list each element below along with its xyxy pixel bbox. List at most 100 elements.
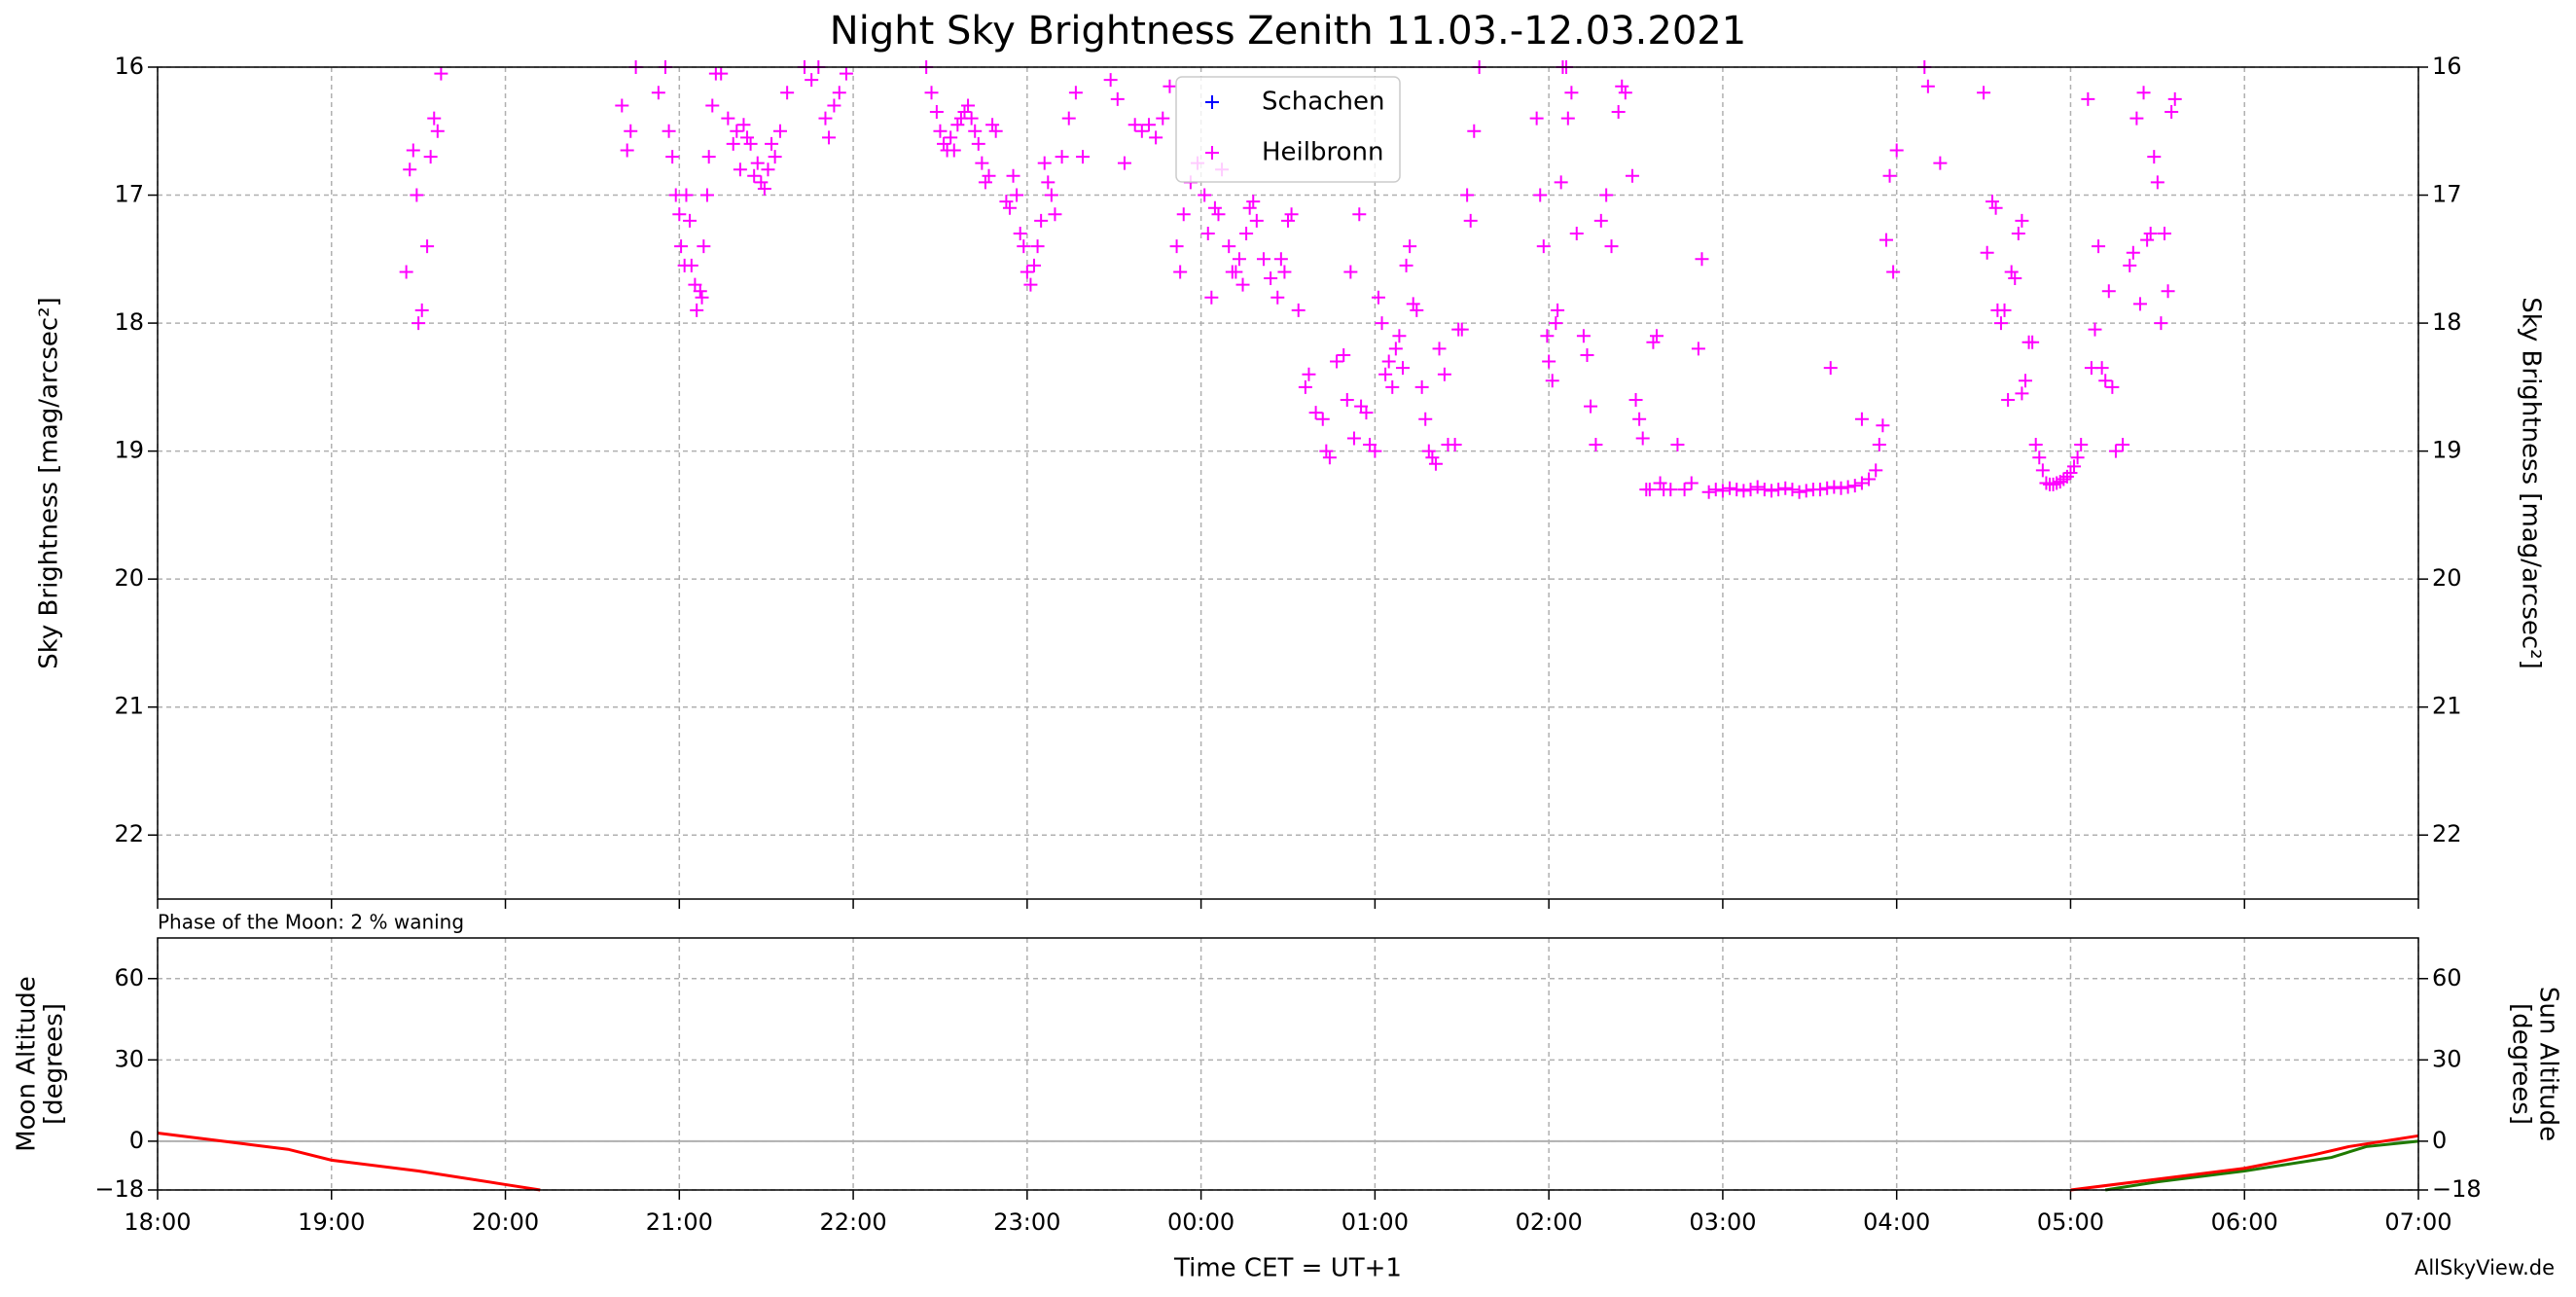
data-point [1540, 329, 1555, 343]
data-point [968, 124, 983, 138]
source-credit: AllSkyView.de [2415, 1256, 2555, 1279]
data-point [1997, 303, 2012, 317]
data-point [964, 111, 979, 126]
data-point [2015, 386, 2029, 401]
data-point [1649, 329, 1664, 343]
data-point [1207, 200, 1222, 215]
data-point [2008, 271, 2022, 286]
data-point [1010, 188, 1024, 202]
data-point [1428, 456, 1443, 471]
data-point [2094, 361, 2109, 376]
data-point [999, 195, 1014, 209]
data-point [832, 86, 846, 100]
data-point [674, 239, 689, 254]
data-point [1454, 322, 1469, 337]
data-point [747, 168, 762, 183]
y2-axis-label: Sun Altitude [2534, 987, 2563, 1141]
data-line [2104, 1139, 2419, 1192]
data-point [1986, 195, 2000, 209]
data-point [1308, 406, 1323, 420]
data-point [1993, 316, 2008, 331]
data-point [1628, 393, 1643, 407]
data-point [757, 181, 771, 196]
y-tick-label: 60 [114, 964, 144, 991]
data-point [2132, 297, 2147, 311]
data-point [961, 98, 976, 113]
data-point [1156, 111, 1170, 126]
data-point [2116, 438, 2130, 452]
data-point [944, 130, 958, 145]
y2-tick-label: 18 [2432, 308, 2462, 336]
data-point [1460, 188, 1475, 202]
data-point [701, 150, 716, 164]
data-point [1551, 303, 1565, 317]
data-point [690, 303, 704, 317]
data-point [1593, 213, 1608, 228]
data-point [1632, 412, 1647, 426]
data-point [1375, 316, 1389, 331]
data-point [1701, 485, 1716, 499]
data-point [937, 136, 951, 151]
data-point [1771, 483, 1786, 497]
data-point [1023, 277, 1038, 292]
data-point [1569, 227, 1584, 240]
data-point [982, 168, 996, 183]
data-point [1750, 480, 1765, 494]
data-point [1298, 379, 1312, 394]
data-point [950, 118, 965, 132]
data-point [1542, 354, 1556, 369]
data-point [1920, 79, 1935, 93]
data-point [1876, 418, 1890, 433]
data-point [2053, 475, 2067, 489]
data-point [1176, 207, 1191, 222]
data-point [1041, 175, 1055, 190]
data-point [1677, 483, 1692, 497]
data-point [1110, 91, 1125, 106]
data-point [761, 162, 775, 177]
data-point [1055, 150, 1069, 164]
data-point [818, 111, 833, 126]
data-point [1127, 118, 1142, 132]
data-point [411, 316, 426, 331]
data-point [1625, 168, 1639, 183]
data-point [1044, 188, 1058, 202]
data-point [1239, 227, 1254, 240]
data-point [1277, 265, 1292, 279]
data-point [1346, 431, 1361, 446]
data-point [697, 239, 711, 254]
data-point [1615, 79, 1629, 93]
data-point [1414, 379, 1429, 394]
data-point [1256, 252, 1270, 267]
data-point [1359, 406, 1374, 420]
data-point [1134, 124, 1149, 138]
data-point [1013, 227, 1027, 240]
data-point [924, 86, 939, 100]
data-point [1169, 239, 1184, 254]
data-point [721, 111, 735, 126]
data-point [1664, 483, 1678, 497]
data-point [2098, 374, 2113, 388]
data-point [714, 66, 729, 81]
data-point [971, 136, 985, 151]
data-point [1076, 150, 1091, 164]
data-point [822, 130, 837, 145]
y-tick-label: 16 [114, 53, 144, 80]
y2-tick-label: 60 [2432, 964, 2462, 991]
annotation: Phase of the Moon: 2 % waning [158, 911, 464, 934]
y2-tick-label: 30 [2432, 1045, 2462, 1072]
x-tick-label: 19:00 [298, 1208, 365, 1236]
data-point [1730, 483, 1744, 497]
data-point [1757, 483, 1771, 497]
data-point [2035, 463, 2050, 478]
data-point [651, 86, 665, 100]
data-point [1418, 412, 1433, 426]
data-point [957, 105, 972, 120]
data-point [1886, 265, 1901, 279]
axes-frame [157, 66, 2419, 900]
y-axis-label: [degrees] [40, 1003, 69, 1125]
y2-tick-label: 21 [2432, 693, 2462, 720]
data-point [2092, 239, 2106, 254]
data-point [754, 175, 769, 190]
x-tick-label: 22:00 [819, 1208, 886, 1236]
